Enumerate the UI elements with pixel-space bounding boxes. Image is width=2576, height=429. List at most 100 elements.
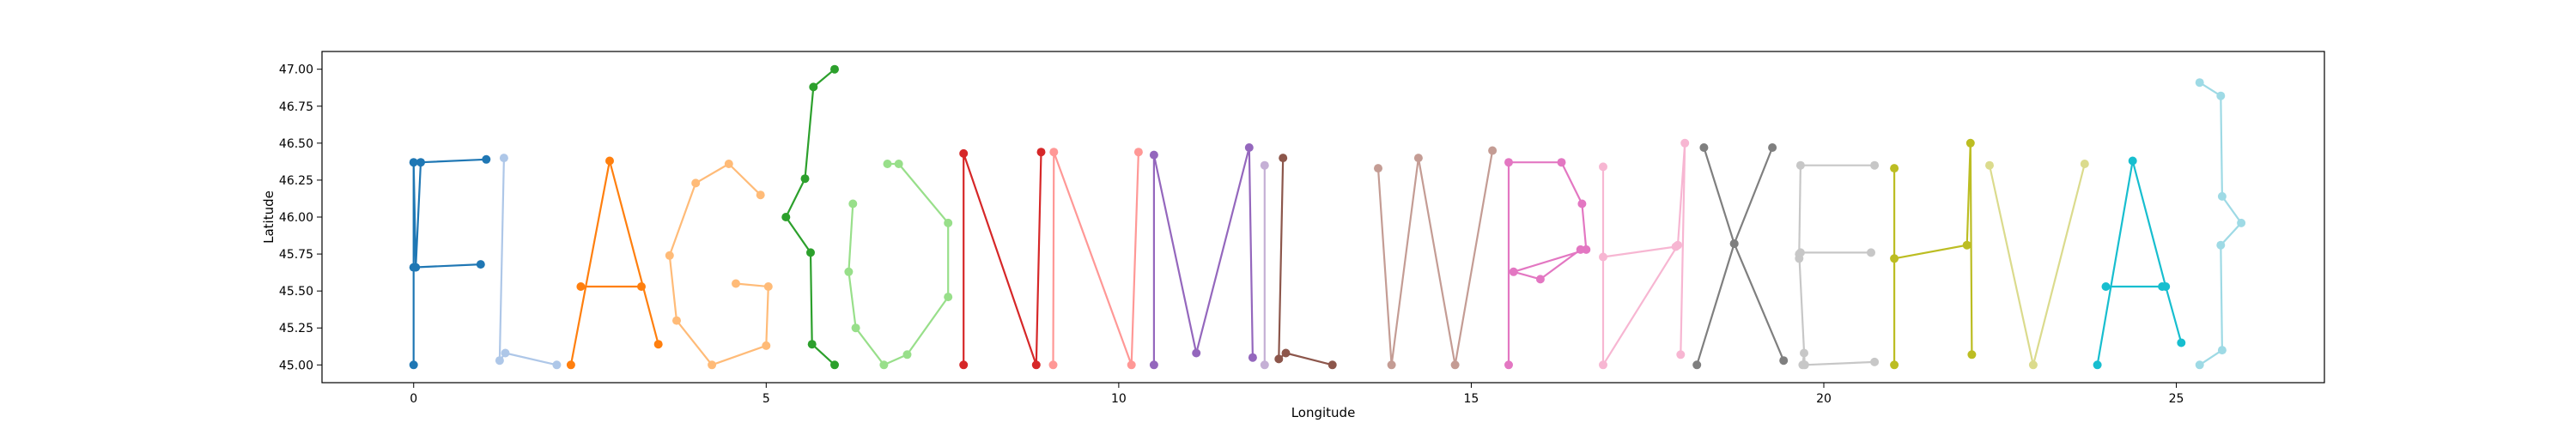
series-line-8 bbox=[963, 152, 1042, 366]
data-point-15-0 bbox=[1599, 162, 1607, 172]
series-24 bbox=[1985, 160, 2089, 370]
data-point-16-0 bbox=[1599, 252, 1607, 262]
data-point-10-4 bbox=[1248, 353, 1257, 362]
y-tick-label: 46.00 bbox=[279, 211, 313, 225]
data-point-10-3 bbox=[1244, 143, 1254, 152]
x-tick-label: 10 bbox=[1111, 392, 1127, 406]
data-point-18-1 bbox=[1729, 239, 1739, 248]
data-point-14-3 bbox=[1577, 199, 1587, 208]
series-line-16 bbox=[1602, 245, 1676, 258]
series-10 bbox=[1149, 143, 1257, 370]
data-point-14-7 bbox=[1576, 245, 1585, 254]
data-point-9-1 bbox=[1049, 148, 1059, 157]
data-point-4-0 bbox=[576, 282, 586, 291]
series-4 bbox=[576, 282, 646, 291]
x-tick-label: 20 bbox=[1816, 392, 1832, 406]
series-7 bbox=[844, 160, 953, 370]
data-point-5-6 bbox=[762, 341, 771, 350]
data-point-7-7 bbox=[844, 267, 854, 276]
data-point-7-2 bbox=[944, 218, 953, 227]
data-point-6-6 bbox=[830, 360, 839, 370]
data-point-14-6 bbox=[1535, 275, 1545, 284]
data-point-7-4 bbox=[902, 350, 912, 360]
data-point-15-4 bbox=[1676, 350, 1686, 360]
data-point-2-2 bbox=[501, 348, 510, 358]
data-point-14-2 bbox=[1557, 158, 1566, 167]
data-point-13-2 bbox=[1413, 154, 1423, 163]
x-axis-label: Longitude bbox=[1291, 405, 1356, 420]
data-point-5-8 bbox=[732, 279, 740, 288]
series-6 bbox=[781, 64, 839, 370]
data-point-5-4 bbox=[672, 316, 681, 325]
data-point-21-1 bbox=[1798, 360, 1807, 370]
data-point-16-1 bbox=[1671, 242, 1680, 251]
data-point-25-3 bbox=[2177, 338, 2186, 347]
series-13 bbox=[1374, 146, 1498, 370]
data-point-23-2 bbox=[1965, 138, 1975, 148]
series-11 bbox=[1260, 160, 1269, 370]
series-16 bbox=[1599, 242, 1680, 262]
data-point-8-0 bbox=[959, 360, 969, 370]
series-22 bbox=[1890, 164, 1899, 370]
series-line-2 bbox=[498, 158, 557, 366]
data-point-27-1 bbox=[2216, 91, 2226, 100]
data-point-0-1 bbox=[409, 158, 418, 167]
data-point-20-1 bbox=[1795, 248, 1805, 257]
series-26 bbox=[2101, 282, 2167, 291]
y-tick-label: 46.50 bbox=[279, 137, 313, 151]
data-point-19-4 bbox=[1870, 357, 1880, 366]
data-point-8-3 bbox=[1036, 148, 1046, 157]
data-point-0-3 bbox=[416, 158, 425, 167]
data-point-24-1 bbox=[2028, 360, 2038, 370]
data-point-17-2 bbox=[1768, 143, 1777, 152]
series-2 bbox=[495, 154, 562, 370]
data-point-10-1 bbox=[1149, 150, 1158, 160]
data-point-17-0 bbox=[1699, 143, 1709, 152]
data-point-2-1 bbox=[495, 356, 504, 366]
data-point-6-4 bbox=[806, 248, 815, 257]
x-tick-label: 15 bbox=[1464, 392, 1479, 406]
data-point-25-0 bbox=[2093, 360, 2102, 370]
series-23 bbox=[1890, 138, 1977, 360]
data-point-22-1 bbox=[1890, 164, 1899, 173]
data-point-6-0 bbox=[830, 64, 839, 74]
data-point-27-3 bbox=[2237, 218, 2246, 227]
data-point-2-3 bbox=[552, 360, 562, 370]
data-point-19-1 bbox=[1795, 160, 1805, 170]
data-point-3-2 bbox=[653, 340, 663, 349]
y-tick-label: 45.50 bbox=[279, 285, 313, 299]
data-point-18-2 bbox=[1779, 356, 1789, 366]
data-point-4-1 bbox=[637, 282, 646, 291]
data-point-24-0 bbox=[1985, 160, 1994, 170]
data-point-27-0 bbox=[2195, 78, 2204, 88]
data-point-15-3 bbox=[1680, 138, 1690, 148]
data-point-7-3 bbox=[944, 293, 953, 302]
series-5 bbox=[665, 160, 773, 370]
y-tick-label: 47.00 bbox=[279, 63, 313, 77]
data-point-27-2 bbox=[2217, 191, 2227, 201]
y-tick-label: 45.25 bbox=[279, 322, 313, 335]
data-point-7-0 bbox=[883, 160, 892, 168]
x-tick-label: 5 bbox=[762, 392, 770, 406]
data-point-5-7 bbox=[763, 282, 773, 291]
data-point-19-0 bbox=[1870, 160, 1880, 170]
data-point-1-1 bbox=[476, 260, 485, 269]
data-point-8-2 bbox=[1031, 360, 1041, 370]
data-point-5-1 bbox=[724, 160, 733, 168]
data-point-7-5 bbox=[879, 360, 889, 370]
data-point-27-6 bbox=[2195, 360, 2204, 370]
y-tick-label: 45.00 bbox=[279, 359, 313, 372]
data-point-23-1 bbox=[1962, 240, 1971, 250]
data-point-13-0 bbox=[1374, 164, 1382, 173]
data-point-18-0 bbox=[1692, 360, 1702, 370]
series-line-23 bbox=[1893, 142, 1973, 355]
series-12 bbox=[1274, 154, 1337, 370]
y-axis-label: Latitude bbox=[261, 190, 276, 244]
data-point-11-0 bbox=[1260, 160, 1269, 170]
data-point-14-5 bbox=[1509, 267, 1518, 276]
series-14 bbox=[1504, 158, 1591, 370]
data-point-26-1 bbox=[2158, 282, 2167, 291]
data-point-3-1 bbox=[605, 156, 614, 166]
data-point-25-1 bbox=[2128, 156, 2137, 166]
